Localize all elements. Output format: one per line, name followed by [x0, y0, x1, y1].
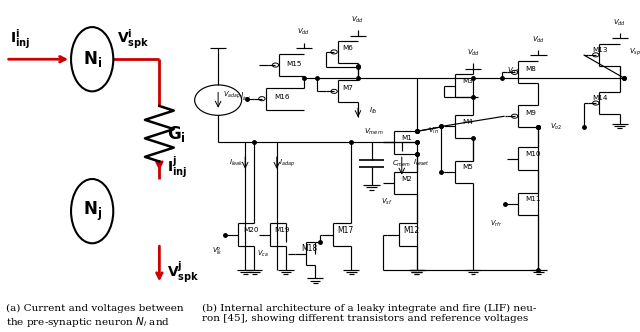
Text: $V_{dd}$: $V_{dd}$ [351, 15, 365, 25]
Text: $V_{mem}$: $V_{mem}$ [364, 127, 383, 137]
Text: M15: M15 [286, 61, 301, 67]
Text: $\mathbf{V^j_{spk}}$: $\mathbf{V^j_{spk}}$ [167, 260, 200, 286]
Text: $\mathbf{V^i_{spk}}$: $\mathbf{V^i_{spk}}$ [117, 27, 150, 51]
Text: $V_{rfr}$: $V_{rfr}$ [490, 219, 502, 229]
Text: M11: M11 [525, 197, 540, 203]
Text: M5: M5 [462, 164, 473, 170]
Text: $I_{fb}$: $I_{fb}$ [369, 106, 378, 116]
Text: M3: M3 [462, 78, 473, 84]
Text: $V_{spk}$: $V_{spk}$ [628, 46, 640, 58]
Text: $\mathbf{I^j_{inj}}$: $\mathbf{I^j_{inj}}$ [167, 154, 188, 180]
Text: $I_{inj}$: $I_{inj}$ [240, 91, 250, 104]
Text: $V_{dd}$: $V_{dd}$ [532, 35, 545, 45]
Text: $V_{dd}$: $V_{dd}$ [298, 27, 310, 38]
Text: M14: M14 [593, 95, 608, 101]
Text: M10: M10 [525, 151, 540, 157]
Text: $V_{adap}$: $V_{adap}$ [223, 90, 241, 102]
Text: $I_{leak}$: $I_{leak}$ [228, 158, 243, 168]
Text: $I_{reset}$: $I_{reset}$ [413, 158, 430, 168]
Text: M16: M16 [275, 94, 290, 100]
Text: M9: M9 [525, 110, 536, 116]
Text: M7: M7 [342, 85, 353, 91]
Text: $\mathbf{G_i}$: $\mathbf{G_i}$ [167, 124, 186, 144]
Text: $V_{ca}$: $V_{ca}$ [257, 248, 269, 259]
Text: M1: M1 [401, 135, 412, 141]
Text: $I_{adap}$: $I_{adap}$ [279, 157, 295, 169]
Text: M13: M13 [593, 46, 608, 52]
Text: $C_{mem}$: $C_{mem}$ [392, 159, 411, 169]
Text: M8: M8 [525, 66, 536, 72]
Text: $V_{sf}$: $V_{sf}$ [381, 197, 393, 208]
Text: M18: M18 [301, 244, 317, 253]
Text: $V_{dd}$: $V_{dd}$ [613, 18, 626, 28]
Text: M6: M6 [342, 45, 353, 51]
Text: M2: M2 [401, 176, 412, 182]
Text: $\mathbf{N_i}$: $\mathbf{N_i}$ [83, 49, 102, 69]
Text: $V_{in}$: $V_{in}$ [428, 126, 439, 136]
Text: M4: M4 [462, 119, 473, 125]
Text: M20: M20 [243, 227, 259, 233]
Text: $\mathbf{I^i_{inj}}$: $\mathbf{I^i_{inj}}$ [10, 27, 30, 51]
Text: $V_{o2}$: $V_{o2}$ [550, 122, 562, 132]
Text: M19: M19 [275, 227, 290, 233]
Text: M17: M17 [338, 226, 354, 235]
Text: $V_{dd}$: $V_{dd}$ [467, 48, 479, 58]
Text: $V_{o1}$: $V_{o1}$ [508, 66, 520, 76]
Text: M12: M12 [403, 226, 419, 235]
Text: (b) Internal architecture of a leaky integrate and fire (LIF) neu-
ron [45], sho: (b) Internal architecture of a leaky int… [202, 304, 536, 323]
Text: $V_{lk}^o$: $V_{lk}^o$ [212, 246, 223, 258]
Text: $\mathbf{N_j}$: $\mathbf{N_j}$ [83, 200, 102, 223]
Text: (a) Current and voltages between
the pre-synaptic neuron $N_i$ and: (a) Current and voltages between the pre… [6, 304, 184, 329]
